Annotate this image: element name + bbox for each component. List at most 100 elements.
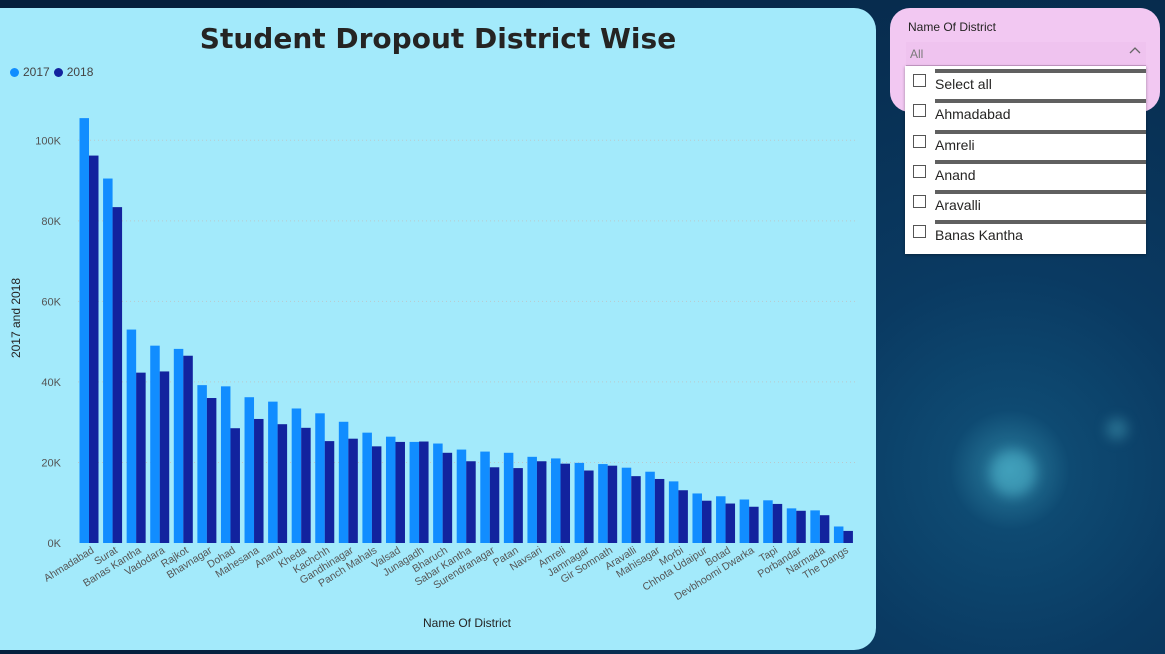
option-divider [935, 220, 1146, 224]
slicer-option-amreli[interactable]: Amreli [905, 127, 1146, 157]
y-tick-label: 40K [41, 377, 61, 389]
bar-2018[interactable] [631, 476, 641, 543]
bar-2017[interactable] [833, 526, 844, 543]
bar-2017[interactable] [103, 178, 113, 544]
bar-2017[interactable] [268, 401, 278, 543]
bar-2018[interactable] [419, 441, 429, 543]
option-label: Anand [935, 167, 976, 183]
bar-2017[interactable] [598, 464, 608, 543]
checkbox[interactable] [913, 165, 926, 178]
bar-2017[interactable] [786, 508, 797, 543]
legend-item-2018[interactable]: 2018 [53, 65, 94, 79]
bar-2018[interactable] [442, 452, 453, 543]
legend-dot-icon [53, 67, 63, 77]
legend-label: 2017 [23, 65, 50, 79]
bar-2017[interactable] [456, 449, 467, 543]
bar-2018[interactable] [89, 155, 99, 544]
bar-2018[interactable] [112, 207, 123, 543]
option-divider [935, 190, 1146, 194]
slicer-selected-value: All [910, 47, 924, 61]
checkbox[interactable] [913, 225, 926, 238]
bar-2017[interactable] [362, 432, 372, 543]
bar-2017[interactable] [692, 493, 702, 543]
bar-2018[interactable] [654, 478, 665, 543]
checkbox[interactable] [913, 104, 926, 117]
bar-2018[interactable] [513, 468, 523, 543]
checkbox[interactable] [913, 195, 926, 208]
slicer-option-aravalli[interactable]: Aravalli [905, 187, 1146, 217]
bar-2017[interactable] [173, 348, 184, 543]
checkbox[interactable] [913, 135, 926, 148]
option-divider [935, 130, 1146, 134]
option-divider [935, 69, 1146, 73]
bar-2017[interactable] [433, 443, 443, 543]
bar-2017[interactable] [409, 441, 420, 543]
bar-2018[interactable] [348, 438, 358, 543]
bar-2018[interactable] [584, 470, 594, 543]
bar-2017[interactable] [315, 413, 325, 543]
bar-2017[interactable] [551, 458, 561, 543]
bar-2018[interactable] [395, 441, 405, 543]
bar-2017[interactable] [480, 451, 490, 543]
bar-2018[interactable] [560, 463, 571, 543]
bar-2017[interactable] [338, 421, 349, 543]
bar-2018[interactable] [371, 446, 382, 543]
y-tick-label: 100K [35, 135, 61, 147]
bar-2018[interactable] [678, 490, 688, 543]
bar-2017[interactable] [763, 500, 773, 543]
bar-2017[interactable] [126, 329, 137, 543]
legend-dot-icon [10, 67, 19, 77]
bar-2017[interactable] [150, 345, 160, 543]
bar-2018[interactable] [466, 461, 476, 543]
bar-2017[interactable] [645, 471, 655, 543]
bar-2018[interactable] [607, 465, 618, 543]
bar-2018[interactable] [489, 467, 500, 543]
chevron-up-icon[interactable] [1128, 44, 1142, 61]
option-label: Ahmadabad [935, 106, 1011, 122]
bar-2018[interactable] [277, 424, 288, 543]
bar-2018[interactable] [183, 355, 193, 543]
bar-2017[interactable] [668, 481, 679, 543]
bar-2018[interactable] [301, 427, 311, 543]
legend-item-2017[interactable]: 2017 [10, 65, 50, 79]
bar-2018[interactable] [843, 530, 853, 543]
bar-2018[interactable] [796, 510, 806, 543]
option-label: Select all [935, 76, 992, 92]
bar-2017[interactable] [197, 385, 207, 543]
slicer-option-ahmadabad[interactable]: Ahmadabad [905, 96, 1146, 126]
bar-2018[interactable] [819, 515, 830, 543]
bar-2017[interactable] [503, 452, 514, 543]
bar-2017[interactable] [291, 408, 302, 543]
bar-2017[interactable] [79, 118, 90, 543]
slicer-option-banas-kantha[interactable]: Banas Kantha [905, 217, 1146, 247]
y-tick-label: 60K [41, 296, 61, 308]
bar-2017[interactable] [574, 462, 585, 543]
legend-label: 2018 [66, 65, 94, 79]
bar-2017[interactable] [810, 510, 820, 543]
bar-2018[interactable] [324, 441, 335, 543]
bar-2018[interactable] [254, 418, 264, 543]
bar-2018[interactable] [230, 428, 240, 543]
bar-2017[interactable] [220, 386, 231, 543]
bar-2017[interactable] [385, 436, 396, 543]
option-label: Banas Kantha [935, 227, 1023, 243]
checkbox[interactable] [913, 74, 926, 87]
bar-2018[interactable] [136, 372, 146, 543]
bar-2017[interactable] [716, 496, 726, 543]
bar-2018[interactable] [701, 500, 712, 543]
bar-2017[interactable] [527, 456, 537, 543]
bar-2017[interactable] [739, 499, 750, 543]
bar-2018[interactable] [536, 461, 547, 543]
slicer-option-select-all[interactable]: Select all [905, 66, 1146, 96]
slicer-title: Name Of District [908, 20, 997, 34]
bar-2017[interactable] [621, 467, 632, 543]
district-slicer-dropdown[interactable]: All [906, 42, 1146, 66]
bar-2018[interactable] [206, 398, 217, 543]
bar-2017[interactable] [244, 397, 255, 543]
slicer-option-anand[interactable]: Anand [905, 157, 1146, 187]
bar-2018[interactable] [725, 503, 736, 543]
bar-2018[interactable] [749, 506, 759, 543]
bar-2018[interactable] [159, 371, 170, 543]
bar-2018[interactable] [772, 503, 783, 543]
y-tick-label: 80K [41, 216, 61, 228]
